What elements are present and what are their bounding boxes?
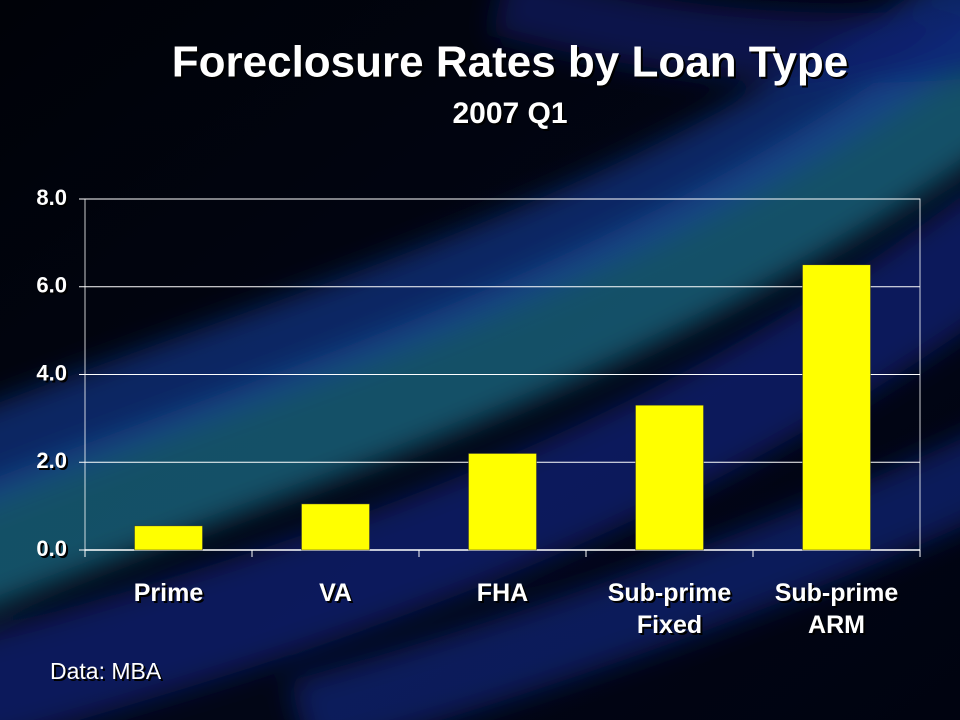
bar (134, 525, 203, 551)
x-tick-label: Sub-prime ARM (774, 579, 899, 639)
y-tick-label: 4.0 (36, 360, 67, 385)
x-tick-label: Prime (133, 579, 204, 607)
y-tick-label: 6.0 (36, 273, 67, 298)
x-tick-label: FHA (476, 579, 529, 607)
chart-title: Foreclosure Rates by Loan Type (172, 38, 848, 87)
x-tick-label: VA (319, 579, 352, 607)
chart-subtitle: 2007 Q1 (452, 97, 567, 130)
bar (468, 453, 537, 551)
bar (635, 404, 704, 551)
y-tick-label: 0.0 (36, 536, 67, 561)
x-tick-label: Sub-prime Fixed (607, 579, 732, 639)
source-note: Data: MBA (50, 658, 162, 684)
bar (802, 264, 871, 551)
y-tick-label: 8.0 (36, 185, 67, 210)
y-tick-label: 2.0 (36, 448, 67, 473)
bar (301, 503, 370, 551)
